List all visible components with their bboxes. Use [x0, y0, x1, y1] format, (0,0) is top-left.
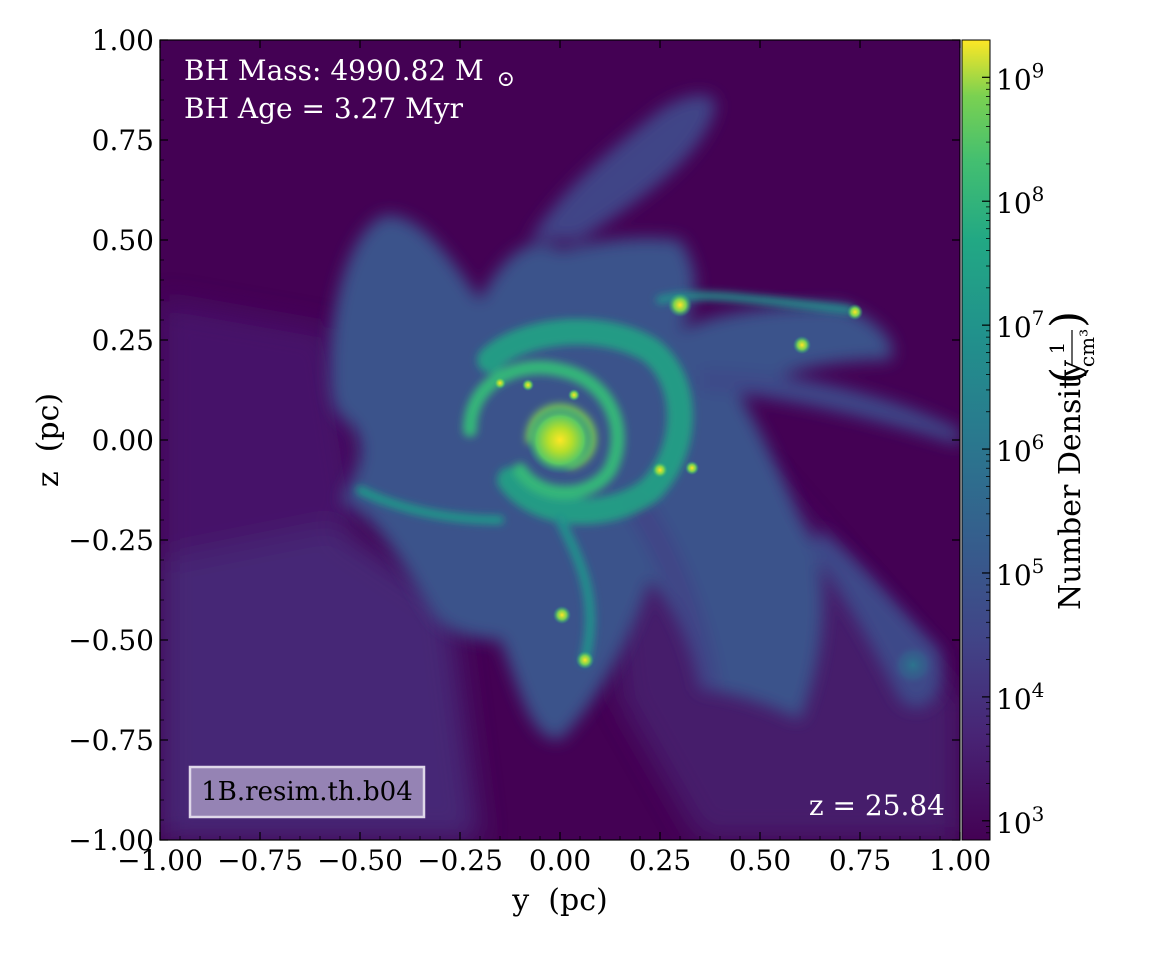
run-name-box [188, 765, 426, 819]
colorbar [961, 39, 991, 841]
bh-mass-text: BH Mass: 4990.82 M ⊙ [184, 54, 515, 92]
y-tick-label: 0.25 [92, 324, 154, 357]
bh-age-text: BH Age = 3.27 Myr [184, 92, 464, 125]
y-tick-label: −0.25 [68, 524, 154, 557]
x-tick-label: −0.25 [417, 844, 503, 877]
clump [685, 461, 699, 475]
clump [668, 293, 692, 317]
run-name-text: 1B.resim.th.b04 [201, 777, 413, 807]
envelope-right-filament [700, 370, 960, 445]
colorbar-tick-label: 105 [996, 554, 1044, 592]
colorbar-tick-label: 103 [996, 802, 1044, 840]
filament-left [356, 486, 504, 524]
colorbar-title: Number Density [1053, 360, 1088, 610]
diffuse-haze-lower-left [160, 520, 480, 840]
redshift-text: z = 25.84 [809, 789, 945, 822]
clump [652, 462, 668, 478]
colorbar-paren-open: ( [1042, 367, 1093, 384]
envelope-lower-streamers [620, 490, 720, 690]
x-axis: −1.00 −0.75 −0.50 −0.25 0.00 0.25 0.50 0.75 1.00 [117, 40, 991, 877]
y-tick-label: −0.50 [68, 624, 154, 657]
y-tick-label: 0.75 [92, 124, 154, 157]
y-tick-label: −0.75 [68, 724, 154, 757]
colorbar-paren-close: ) [1042, 311, 1093, 328]
diffuse-haze-left [160, 300, 360, 560]
y-axis-label: z (pc) [31, 393, 66, 487]
density-map [160, 40, 960, 840]
y-tick-label: 0.00 [92, 424, 154, 457]
clump [522, 379, 534, 391]
y-axis: 1.00 0.75 0.50 0.25 0.00 −0.25 −0.50 −0.75 −1.00 [68, 24, 960, 857]
clump [568, 389, 580, 401]
colorbar-tick-label: 108 [996, 182, 1044, 220]
clump [576, 651, 594, 669]
density-core [526, 406, 594, 474]
y-tick-label: −1.00 [68, 824, 154, 857]
x-tick-label: 0.00 [529, 844, 591, 877]
run-name-label: 1B.resim.th.b04 [188, 765, 426, 819]
colorbar-tick-label: 104 [996, 678, 1044, 716]
clump [494, 377, 506, 389]
colorbar-tick-label: 106 [996, 430, 1044, 468]
y-tick-label: 0.50 [92, 224, 154, 257]
bh-mass-value: BH Mass: 4990.82 M [184, 54, 484, 87]
filament-lower [555, 515, 596, 665]
x-tick-label: 0.50 [729, 844, 791, 877]
x-tick-label: 0.75 [829, 844, 891, 877]
x-tick-label: 0.25 [629, 844, 691, 877]
x-tick-label: −0.75 [217, 844, 303, 877]
clump [847, 304, 863, 320]
clump-halo [891, 643, 935, 687]
clump [553, 606, 571, 624]
y-tick-label: 1.00 [92, 24, 154, 57]
solar-symbol: ⊙ [497, 67, 515, 92]
colorbar-tick-label: 107 [996, 306, 1044, 344]
x-tick-label: −1.00 [117, 844, 203, 877]
colorbar-label: Number Density ( 1 cm³ ) [1042, 311, 1099, 610]
x-tick-label: −0.50 [317, 844, 403, 877]
envelope-upper-streamer [530, 95, 716, 240]
colorbar-tick-label: 109 [996, 58, 1044, 96]
clump [793, 336, 811, 354]
x-axis-label: y (pc) [511, 883, 607, 918]
colorbar-unit-numerator: 1 [1045, 342, 1069, 355]
spiral-arm-outer [477, 318, 693, 525]
x-tick-label: 1.00 [929, 844, 991, 877]
colorbar-unit-denominator: cm³ [1075, 329, 1099, 367]
colorbar-ticks: 103 104 105 106 107 108 109 [982, 39, 1044, 841]
